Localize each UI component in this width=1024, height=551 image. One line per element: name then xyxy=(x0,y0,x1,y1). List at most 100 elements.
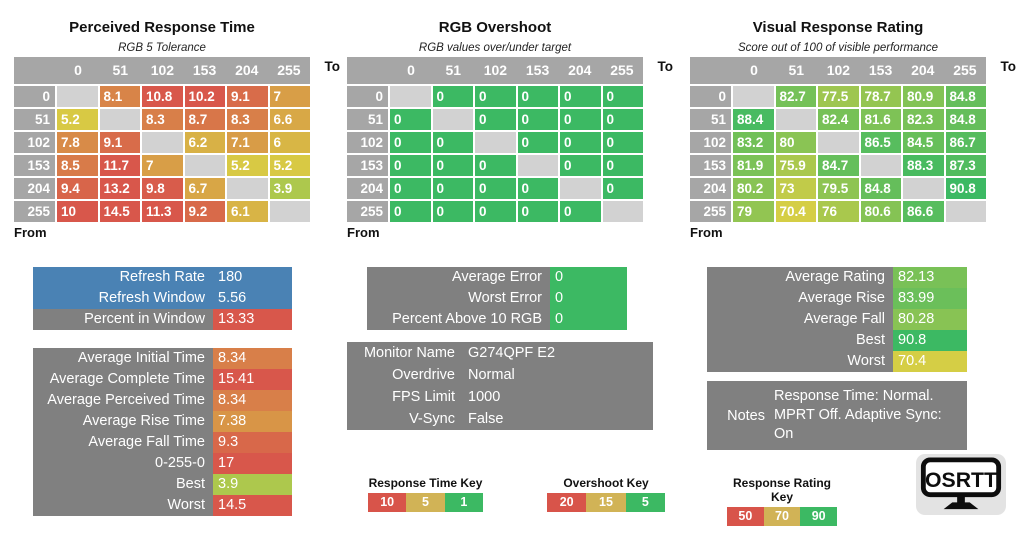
notes-label: Notes xyxy=(727,407,765,424)
stat-label: Average Fall Time xyxy=(33,432,213,453)
matrix-cell: 0 xyxy=(432,201,473,222)
key-cells: 10 5 1 xyxy=(368,493,483,512)
matrix-header-row: 0 51 102 153 204 255 xyxy=(14,57,310,84)
stat-row: Percent Above 10 RGB 0 xyxy=(367,309,627,330)
matrix-cell: 0 xyxy=(517,109,558,130)
table-subtitle: RGB values over/under target xyxy=(418,42,572,54)
stat-value: 14.5 xyxy=(213,495,292,516)
matrix-cell-blank xyxy=(733,86,774,107)
stat-value: Normal xyxy=(463,364,653,386)
matrix-cell: 9.1 xyxy=(227,86,268,107)
matrix-row-header: 102 xyxy=(14,132,55,153)
matrix-cell: 0 xyxy=(475,109,516,130)
matrix-col-header: 255 xyxy=(953,62,977,78)
visual-response-rating-table: Visual Response Rating Score out of 100 o… xyxy=(690,16,1016,240)
matrix-cell: 79 xyxy=(733,201,774,222)
matrix-cell: 79.5 xyxy=(818,178,859,199)
matrix-cell: 6 xyxy=(269,132,310,153)
rgb-overshoot-table: RGB Overshoot RGB values over/under targe… xyxy=(347,16,673,240)
matrix-cell: 0 xyxy=(390,109,431,130)
matrix-cell-blank xyxy=(818,132,859,153)
stat-row: FPS Limit 1000 xyxy=(347,386,653,408)
stat-label: Overdrive xyxy=(347,364,463,386)
matrix-cell: 88.4 xyxy=(733,109,774,130)
matrix-cell: 6.1 xyxy=(227,201,268,222)
matrix-cell: 10 xyxy=(57,201,98,222)
axis-from-label: From xyxy=(690,225,723,240)
matrix-row-header: 153 xyxy=(14,155,55,176)
stat-row: V-Sync False xyxy=(347,408,653,430)
matrix-cell: 0 xyxy=(560,201,601,222)
stat-label: Percent Above 10 RGB xyxy=(367,309,550,330)
matrix-cell: 0 xyxy=(602,132,643,153)
matrix-cell: 84.5 xyxy=(903,132,944,153)
matrix-col-header: 0 xyxy=(74,62,82,78)
stat-value: 8.34 xyxy=(213,390,292,411)
key-title: Overshoot Key xyxy=(563,476,649,490)
stat-row: Refresh Rate 180 xyxy=(33,267,292,288)
matrix-cell: 0 xyxy=(560,132,601,153)
matrix-cell: 0 xyxy=(602,178,643,199)
matrix-cell: 80 xyxy=(775,132,816,153)
axis-to-label: To xyxy=(1000,59,1017,74)
matrix-row-header: 102 xyxy=(690,132,731,153)
matrix-cell: 5.2 xyxy=(57,109,98,130)
matrix-cell-blank xyxy=(432,109,473,130)
matrix-cell: 0 xyxy=(390,201,431,222)
matrix-row-header: 204 xyxy=(347,178,388,199)
matrix-cell: 87.3 xyxy=(945,155,986,176)
matrix-cell: 0 xyxy=(390,178,431,199)
matrix-cell: 0 xyxy=(432,155,473,176)
matrix-col-header: 255 xyxy=(277,62,301,78)
stat-value: 90.8 xyxy=(893,330,967,351)
matrix-row-header: 153 xyxy=(690,155,731,176)
stat-label: Worst Error xyxy=(367,288,550,309)
rating-stats-box: Average Rating 82.13 Average Rise 83.99 Aver… xyxy=(707,267,967,372)
stat-label: Average Rise xyxy=(707,288,893,309)
matrix-row-header: 255 xyxy=(690,201,731,222)
matrix-col-header: 51 xyxy=(445,62,462,78)
matrix-cell: 0 xyxy=(602,155,643,176)
matrix-cell: 70.4 xyxy=(775,201,816,222)
matrix-col-header: 153 xyxy=(525,62,550,78)
matrix-cell: 86.6 xyxy=(903,201,944,222)
matrix-row-header: 51 xyxy=(347,109,388,130)
matrix-grid: 0 51 102 153 204 255 0 8.1 10.8 10.2 9.1 7 51 5.2 8.3 8… xyxy=(14,57,340,222)
matrix-grid: 0 51 102 153 204 255 0 82.7 77.5 78.7 80.9 84.8 51 88… xyxy=(690,57,1016,222)
matrix-grid: 0 51 102 153 204 255 0 0 0 0 0 0 51 0 0 0 0 0 102 0 0 0 0 0 153 0… xyxy=(347,57,673,222)
stat-row: Best 90.8 xyxy=(707,330,967,351)
matrix-row-header: 0 xyxy=(14,86,55,107)
stat-row: Average Complete Time 15.41 xyxy=(33,369,292,390)
matrix-cell: 9.2 xyxy=(184,201,225,222)
axis-to-label: To xyxy=(324,59,341,74)
matrix-cell: 0 xyxy=(432,178,473,199)
stat-value: 15.41 xyxy=(213,369,292,390)
stat-label: Percent in Window xyxy=(33,309,213,330)
matrix-col-header: 0 xyxy=(407,62,415,78)
stat-value: 1000 xyxy=(463,386,653,408)
matrix-cell: 9.1 xyxy=(99,132,140,153)
logo-text: OSRTT xyxy=(925,467,997,491)
matrix-row-header: 255 xyxy=(14,201,55,222)
matrix-col-header: 51 xyxy=(788,62,805,78)
stat-row: Average Fall Time 9.3 xyxy=(33,432,292,453)
table-subtitle: Score out of 100 of visible performance xyxy=(737,42,939,54)
axis-to-label: To xyxy=(657,59,674,74)
key-cell: 20 xyxy=(547,493,587,512)
stat-value: 70.4 xyxy=(893,351,967,372)
response-time-stats-box: Average Initial Time 8.34 Average Complete… xyxy=(33,348,292,516)
stat-value: 80.28 xyxy=(893,309,967,330)
matrix-cell: 84.7 xyxy=(818,155,859,176)
matrix-cell: 7 xyxy=(142,155,183,176)
matrix-cell-blank xyxy=(775,109,816,130)
stat-value: 0 xyxy=(550,288,627,309)
axis-from-label: From xyxy=(14,225,47,240)
matrix-row-header: 255 xyxy=(347,201,388,222)
matrix-cell-blank xyxy=(945,201,986,222)
matrix-corner-cell xyxy=(690,57,733,84)
stat-value: 7.38 xyxy=(213,411,292,432)
table-subtitle: RGB 5 Tolerance xyxy=(118,42,206,54)
matrix-row-header: 0 xyxy=(347,86,388,107)
stat-row: Average Error 0 xyxy=(367,267,627,288)
key-cell: 5 xyxy=(625,493,665,512)
